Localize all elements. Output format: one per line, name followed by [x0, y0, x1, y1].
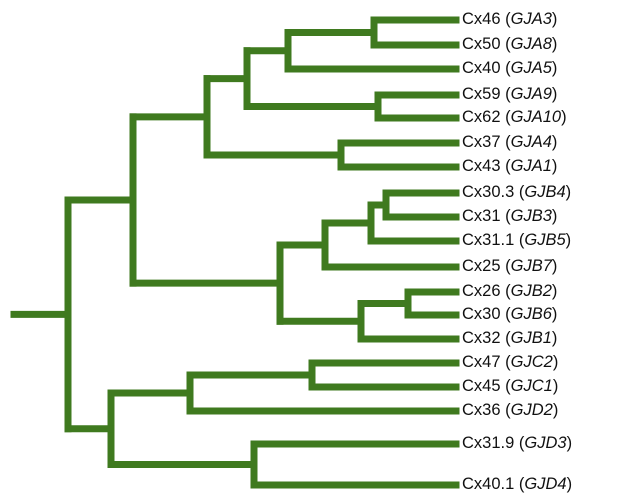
gene-name: GJB6	[511, 305, 553, 323]
paren-close: )	[552, 305, 558, 323]
gene-name: GJA10	[511, 108, 562, 126]
leaf-label: Cx43 (GJA1)	[462, 157, 557, 175]
paren-open: (	[501, 353, 512, 371]
paren-close: )	[553, 353, 559, 371]
gene-name: GJB4	[524, 183, 565, 201]
leaf-label: Cx37 (GJA4)	[462, 133, 557, 151]
leaf-label: Cx40.1 (GJD4)	[462, 475, 572, 493]
leaf-label: Cx32 (GJB1)	[462, 329, 557, 347]
paren-close: )	[552, 257, 558, 275]
leaf-label: Cx50 (GJA8)	[462, 35, 557, 53]
paren-close: )	[561, 108, 567, 126]
leaf-label: Cx36 (GJD2)	[462, 401, 558, 419]
protein-name: Cx31.1	[462, 231, 514, 249]
paren-close: )	[553, 401, 559, 419]
gene-name: GJB1	[511, 329, 552, 347]
protein-name: Cx59	[462, 85, 501, 103]
gene-name: GJD3	[524, 434, 567, 452]
paren-close: )	[553, 377, 559, 395]
paren-open: (	[514, 434, 525, 452]
protein-name: Cx40	[462, 59, 501, 77]
paren-open: (	[501, 35, 512, 53]
gene-name: GJA9	[511, 85, 552, 103]
paren-open: (	[514, 231, 525, 249]
gene-name: GJB2	[511, 282, 552, 300]
gene-name: GJB7	[511, 257, 553, 275]
leaf-label: Cx26 (GJB2)	[462, 282, 557, 300]
protein-name: Cx30.3	[462, 183, 514, 201]
paren-open: (	[501, 282, 512, 300]
protein-name: Cx37	[462, 133, 501, 151]
protein-name: Cx30	[462, 305, 501, 323]
paren-close: )	[567, 475, 573, 493]
paren-open: (	[501, 157, 512, 175]
paren-close: )	[567, 434, 573, 452]
leaf-label: Cx30.3 (GJB4)	[462, 183, 571, 201]
paren-close: )	[552, 282, 558, 300]
paren-close: )	[566, 231, 572, 249]
gene-name: GJD2	[511, 401, 553, 419]
leaf-label: Cx46 (GJA3)	[462, 10, 557, 28]
protein-name: Cx26	[462, 282, 501, 300]
paren-close: )	[552, 133, 558, 151]
paren-close: )	[552, 59, 558, 77]
paren-close: )	[552, 207, 558, 225]
gene-name: GJC2	[511, 353, 553, 371]
protein-name: Cx47	[462, 353, 501, 371]
paren-open: (	[501, 305, 512, 323]
leaf-labels: Cx46 (GJA3)Cx50 (GJA8)Cx40 (GJA5)Cx59 (G…	[462, 10, 572, 493]
gene-name: GJB5	[524, 231, 566, 249]
leaf-label: Cx25 (GJB7)	[462, 257, 557, 275]
protein-name: Cx50	[462, 35, 501, 53]
paren-open: (	[501, 257, 512, 275]
paren-open: (	[501, 377, 512, 395]
protein-name: Cx46	[462, 10, 501, 28]
leaf-label: Cx40 (GJA5)	[462, 59, 557, 77]
protein-name: Cx25	[462, 257, 501, 275]
paren-close: )	[552, 35, 558, 53]
paren-open: (	[501, 85, 512, 103]
paren-open: (	[501, 401, 512, 419]
protein-name: Cx45	[462, 377, 501, 395]
leaf-label: Cx59 (GJA9)	[462, 85, 557, 103]
gene-name: GJA4	[511, 133, 552, 151]
protein-name: Cx31.9	[462, 434, 514, 452]
protein-name: Cx62	[462, 108, 501, 126]
protein-name: Cx36	[462, 401, 501, 419]
paren-open: (	[514, 475, 525, 493]
paren-close: )	[552, 85, 558, 103]
protein-name: Cx40.1	[462, 475, 514, 493]
leaf-label: Cx47 (GJC2)	[462, 353, 558, 371]
paren-open: (	[501, 108, 512, 126]
paren-close: )	[552, 10, 558, 28]
gene-name: GJC1	[511, 377, 553, 395]
gene-name: GJA1	[511, 157, 552, 175]
leaf-label: Cx45 (GJC1)	[462, 377, 558, 395]
paren-open: (	[514, 183, 525, 201]
leaf-label: Cx30 (GJB6)	[462, 305, 557, 323]
paren-open: (	[501, 133, 512, 151]
paren-close: )	[552, 329, 558, 347]
paren-close: )	[566, 183, 572, 201]
protein-name: Cx43	[462, 157, 501, 175]
leaf-label: Cx31 (GJB3)	[462, 207, 557, 225]
paren-open: (	[501, 10, 512, 28]
gene-name: GJD4	[524, 475, 566, 493]
paren-open: (	[501, 59, 512, 77]
leaf-label: Cx31.1 (GJB5)	[462, 231, 571, 249]
paren-close: )	[552, 157, 558, 175]
tree-branches	[10, 16, 460, 489]
leaf-label: Cx62 (GJA10)	[462, 108, 567, 126]
protein-name: Cx32	[462, 329, 501, 347]
protein-name: Cx31	[462, 207, 501, 225]
gene-name: GJA3	[511, 10, 553, 28]
leaf-label: Cx31.9 (GJD3)	[462, 434, 572, 452]
gene-name: GJA5	[511, 59, 553, 77]
gene-name: GJB3	[511, 207, 553, 225]
paren-open: (	[501, 207, 512, 225]
paren-open: (	[501, 329, 512, 347]
gene-name: GJA8	[511, 35, 553, 53]
